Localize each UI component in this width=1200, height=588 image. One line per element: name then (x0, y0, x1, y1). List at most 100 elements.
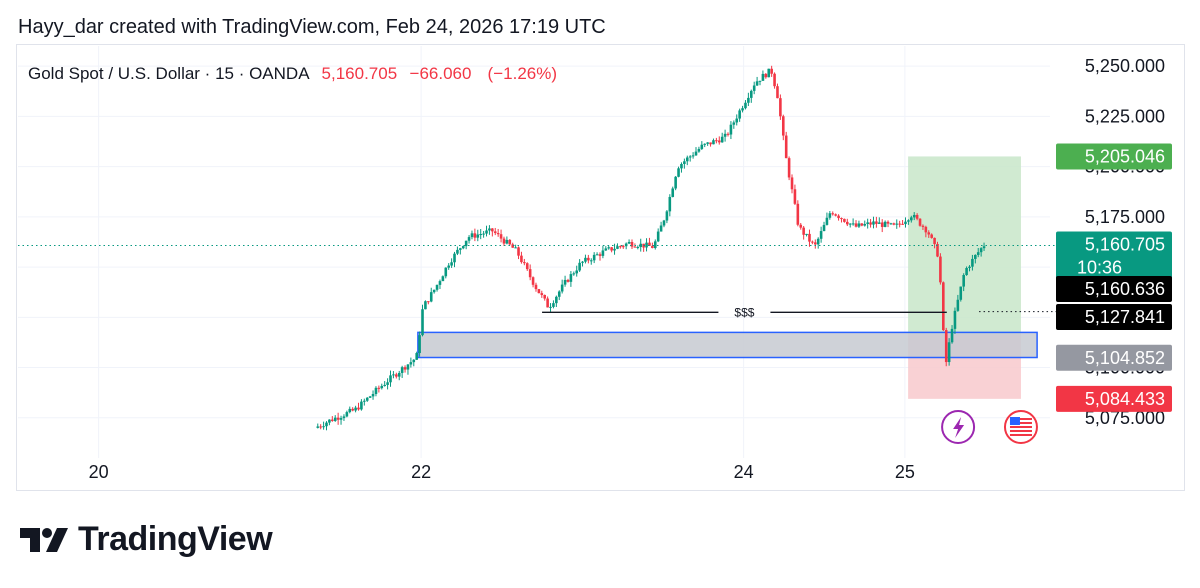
candle-body (915, 214, 919, 219)
candle-body (793, 189, 797, 204)
candle-body (508, 239, 512, 245)
candle-body (845, 221, 849, 225)
candle-body (936, 244, 939, 257)
candle-body (677, 168, 680, 177)
candle-body (848, 223, 852, 225)
candle-body (732, 122, 736, 125)
candle-body (584, 257, 587, 262)
stop-price-tag-text: 5,084.433 (1085, 389, 1165, 409)
demand-zone-box[interactable] (417, 331, 1038, 359)
candle-body (400, 367, 404, 373)
candle-body (671, 188, 675, 197)
candle-body (540, 293, 544, 296)
candle-body (325, 422, 328, 427)
candle-body (651, 245, 654, 249)
candle-body (473, 233, 477, 238)
last-price-tag-text: 5,160.705 (1085, 235, 1165, 255)
candle-body (784, 135, 788, 159)
candle-body (427, 301, 430, 303)
candle-body (624, 243, 628, 247)
candle-body (409, 362, 413, 365)
candle-body (723, 133, 727, 137)
candle-body (392, 374, 395, 376)
candle-body (386, 382, 389, 385)
candle-body (656, 231, 660, 242)
candle-body (633, 246, 637, 248)
candle-body (627, 241, 631, 244)
candle-body (700, 144, 704, 149)
candle-body (910, 217, 913, 221)
candle-body (613, 248, 616, 251)
candle-body (595, 254, 599, 256)
candle-body (674, 176, 677, 189)
candle-body (380, 385, 384, 389)
candle-body (933, 237, 936, 245)
candle-body (639, 243, 643, 248)
x-tick-label: 22 (411, 462, 431, 482)
candle-body (878, 222, 881, 224)
candle-body (621, 246, 625, 248)
candle-body (974, 254, 977, 259)
candle-body (761, 73, 765, 81)
candle-body (860, 223, 864, 226)
candle-body (429, 292, 433, 302)
candle-body (412, 359, 416, 363)
candle-body (397, 372, 401, 377)
candle-body (822, 224, 826, 232)
candle-body (811, 241, 814, 243)
candle-body (834, 214, 837, 216)
tradingview-logo-icon (20, 527, 68, 552)
candle-body (485, 230, 488, 234)
candle-body (520, 255, 523, 263)
lightning-bolt (953, 417, 965, 438)
candle-body (514, 247, 517, 249)
target-price-tag-text: 5,205.046 (1085, 146, 1165, 166)
candle-body (418, 335, 421, 354)
candle-body (694, 151, 698, 156)
candle-body (555, 296, 558, 304)
candle-body (883, 221, 887, 227)
candle-body (959, 286, 963, 300)
liquidity-label: $$$ (734, 305, 754, 319)
y-tick-label: 5,075.000 (1085, 408, 1165, 428)
candle-body (976, 252, 980, 255)
candle-body (880, 222, 884, 227)
candle-body (630, 241, 634, 247)
candle-body (377, 387, 381, 389)
gray-price-tag-bg (1056, 344, 1172, 371)
candle-body (703, 143, 707, 145)
candle-body (805, 233, 808, 235)
candle-body (813, 242, 817, 245)
candle-body (685, 157, 689, 162)
candle-body (578, 262, 581, 271)
candle-body (729, 124, 733, 135)
candle-body (368, 396, 372, 398)
candle-body (816, 238, 820, 245)
candle-body (619, 246, 622, 248)
candle-body (697, 148, 701, 152)
candle-body (598, 254, 602, 256)
candle-body (604, 248, 608, 251)
candle-body (345, 412, 349, 417)
candle-body (488, 228, 491, 231)
candle-body (421, 309, 424, 336)
candle-body (534, 284, 538, 290)
candle-body (720, 136, 724, 143)
flag-stripe (1009, 430, 1032, 432)
candle-body (461, 246, 465, 249)
stop-price-tag-bg (1056, 385, 1172, 412)
candle-body (348, 408, 352, 413)
candle-body (424, 301, 427, 310)
y-tick-label: 5,175.000 (1085, 207, 1165, 227)
candle-body (517, 247, 520, 256)
candle-body (781, 116, 785, 136)
candle-body (787, 158, 791, 178)
candle-body (360, 401, 363, 410)
candle-body (691, 155, 695, 157)
candle-body (406, 364, 410, 370)
candle-body (828, 213, 832, 218)
candle-body (328, 419, 331, 423)
candle-body (843, 218, 846, 222)
candle-body (374, 387, 378, 394)
